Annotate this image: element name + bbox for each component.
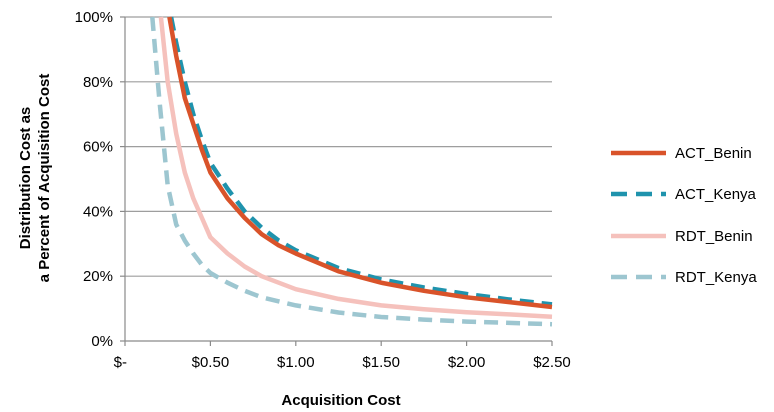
y-axis-title: Distribution Cost as a Percent of Acquis… — [17, 74, 53, 283]
legend-label: RDT_Benin — [675, 228, 753, 245]
legend: ACT_Benin ACT_Kenya RDT_Benin RDT_Kenya — [611, 145, 757, 286]
x-tick-label: $1.00 — [277, 354, 315, 371]
y-tick-label: 0% — [91, 333, 113, 350]
x-tick-label: $- — [114, 354, 127, 371]
y-tick-label: 80% — [83, 74, 113, 91]
series-lines — [150, 16, 553, 327]
y-tick-label: 20% — [83, 268, 113, 285]
x-axis-title: Acquisition Cost — [281, 392, 400, 409]
legend-item-act-benin: ACT_Benin — [611, 145, 752, 162]
y-axis-tick-labels: 0% 20% 40% 60% 80% 100% — [75, 9, 113, 350]
x-tick-label: $1.50 — [362, 354, 400, 371]
x-axis-tick-labels: $- $0.50 $1.00 $1.50 $2.00 $2.50 — [114, 354, 571, 371]
y-tick-label: 60% — [83, 139, 113, 156]
legend-item-rdt-benin: RDT_Benin — [611, 228, 753, 245]
y-axis-title-line-2: a Percent of Acquisition Cost — [36, 74, 53, 283]
y-tick-label: 100% — [75, 9, 113, 26]
series-line-rdt-benin — [158, 16, 553, 319]
axes — [120, 16, 553, 346]
series-line-act-kenya — [168, 16, 553, 307]
x-tick-label: $2.50 — [533, 354, 571, 371]
legend-item-act-kenya: ACT_Kenya — [611, 186, 757, 203]
x-tick-label: $0.50 — [192, 354, 230, 371]
legend-label: ACT_Kenya — [675, 186, 757, 203]
legend-label: RDT_Kenya — [675, 269, 757, 286]
series-line-act-benin — [167, 16, 553, 310]
legend-item-rdt-kenya: RDT_Kenya — [611, 269, 757, 286]
legend-label: ACT_Benin — [675, 145, 752, 162]
series-line-rdt-kenya — [150, 16, 553, 327]
grid-lines — [125, 16, 552, 277]
y-tick-label: 40% — [83, 203, 113, 220]
x-tick-label: $2.00 — [448, 354, 486, 371]
y-axis-title-line-1: Distribution Cost as — [17, 107, 34, 250]
